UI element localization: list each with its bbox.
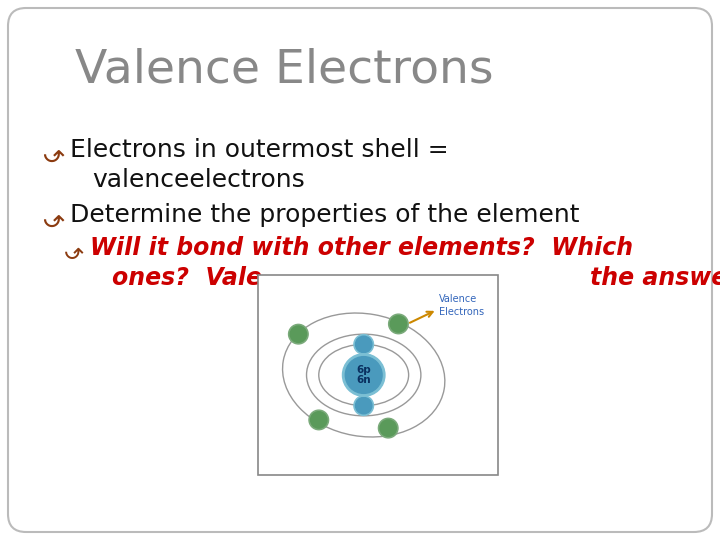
Circle shape [290, 326, 307, 342]
Text: Electrons: Electrons [439, 307, 485, 316]
Circle shape [309, 410, 328, 430]
Text: ↶: ↶ [42, 202, 64, 228]
Circle shape [356, 336, 372, 353]
Text: 6p: 6p [356, 365, 371, 375]
Circle shape [379, 418, 398, 438]
Text: 6n: 6n [356, 375, 371, 385]
Circle shape [343, 354, 385, 396]
Text: the answers.: the answers. [590, 266, 720, 290]
Text: ↶: ↶ [64, 236, 84, 260]
Circle shape [346, 356, 382, 393]
Text: ↶: ↶ [42, 137, 64, 163]
Text: Will it bond with other elements?  Which: Will it bond with other elements? Which [90, 236, 633, 260]
Circle shape [354, 335, 374, 354]
Text: ones?  Vale: ones? Vale [112, 266, 262, 290]
Circle shape [390, 316, 407, 332]
Text: Determine the properties of the element: Determine the properties of the element [70, 203, 580, 227]
Circle shape [380, 420, 397, 436]
Text: valenceelectrons: valenceelectrons [92, 168, 305, 192]
FancyBboxPatch shape [258, 275, 498, 475]
Circle shape [356, 397, 372, 414]
Circle shape [289, 325, 308, 344]
Circle shape [310, 412, 327, 428]
FancyBboxPatch shape [8, 8, 712, 532]
Circle shape [354, 396, 374, 415]
Text: Valence: Valence [439, 294, 477, 305]
Text: Valence Electrons: Valence Electrons [75, 48, 493, 92]
Circle shape [389, 314, 408, 334]
Text: Electrons in outermost shell =: Electrons in outermost shell = [70, 138, 449, 162]
